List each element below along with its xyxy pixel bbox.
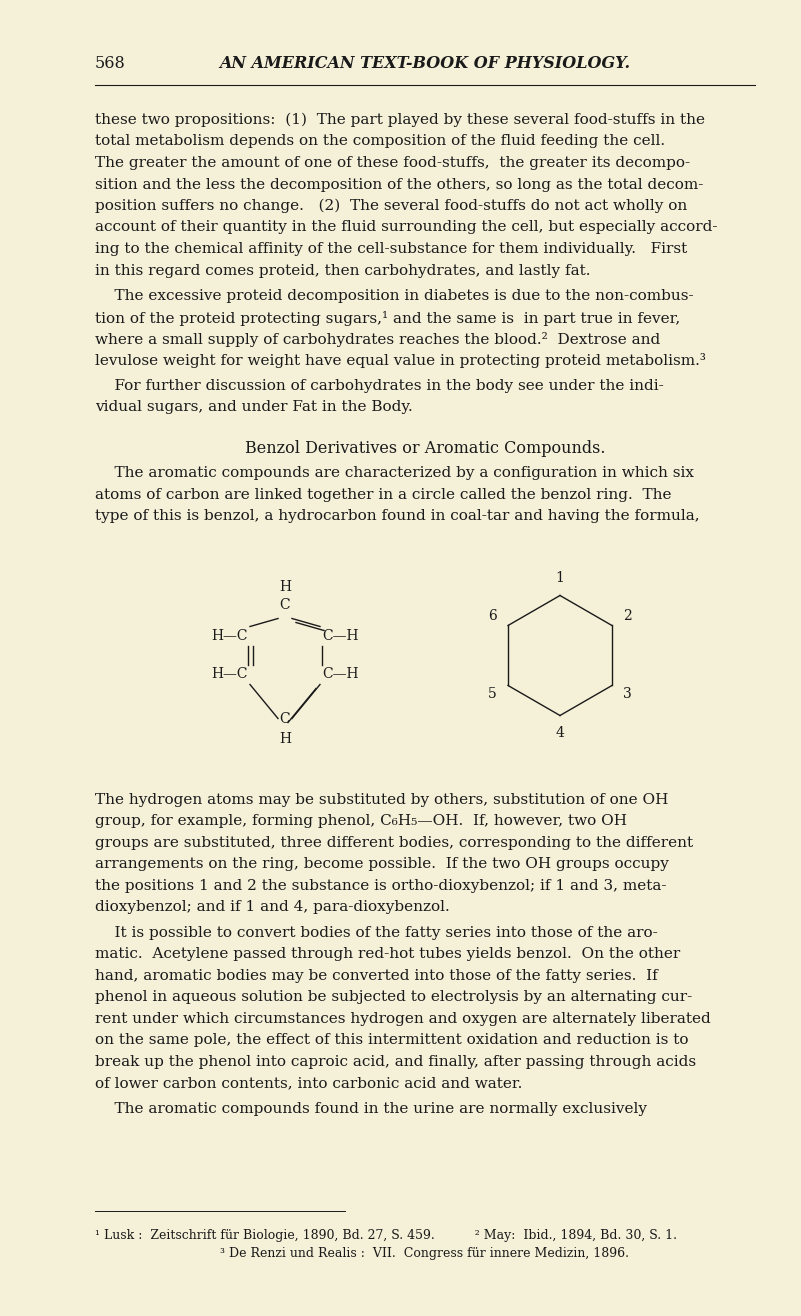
Text: 5: 5	[488, 687, 497, 701]
Text: 3: 3	[623, 687, 632, 701]
Text: tion of the proteid protecting sugars,¹ and the same is  in part true in fever,: tion of the proteid protecting sugars,¹ …	[95, 311, 680, 325]
Text: ¹ Lusk :  Zeitschrift für Biologie, 1890, Bd. 27, S. 459.          ² May:  Ibid.: ¹ Lusk : Zeitschrift für Biologie, 1890,…	[95, 1229, 677, 1242]
Text: C: C	[280, 599, 290, 612]
Text: 1: 1	[556, 571, 565, 584]
Text: The greater the amount of one of these food-stuffs,  the greater its decompo-: The greater the amount of one of these f…	[95, 157, 690, 170]
Text: H—C: H—C	[211, 629, 248, 644]
Text: in this regard comes proteid, then carbohydrates, and lastly fat.: in this regard comes proteid, then carbo…	[95, 263, 590, 278]
Text: the positions 1 and 2 the substance is ortho-dioxybenzol; if 1 and 3, meta-: the positions 1 and 2 the substance is o…	[95, 879, 666, 894]
Text: ing to the chemical affinity of the cell-substance for them individually.   Firs: ing to the chemical affinity of the cell…	[95, 242, 687, 257]
Text: The aromatic compounds found in the urine are normally exclusively: The aromatic compounds found in the urin…	[95, 1101, 647, 1116]
Text: dioxybenzol; and if 1 and 4, para-dioxybenzol.: dioxybenzol; and if 1 and 4, para-dioxyb…	[95, 900, 449, 915]
Text: of lower carbon contents, into carbonic acid and water.: of lower carbon contents, into carbonic …	[95, 1076, 522, 1091]
Text: 568: 568	[95, 55, 126, 72]
Text: vidual sugars, and under Fat in the Body.: vidual sugars, and under Fat in the Body…	[95, 400, 413, 415]
Text: account of their quantity in the fluid surrounding the cell, but especially acco: account of their quantity in the fluid s…	[95, 221, 718, 234]
Text: H: H	[279, 580, 291, 595]
Text: hand, aromatic bodies may be converted into those of the fatty series.  If: hand, aromatic bodies may be converted i…	[95, 969, 658, 983]
Text: where a small supply of carbohydrates reaches the blood.²  Dextrose and: where a small supply of carbohydrates re…	[95, 332, 660, 347]
Text: arrangements on the ring, become possible.  If the two OH groups occupy: arrangements on the ring, become possibl…	[95, 858, 669, 871]
Text: 2: 2	[623, 609, 632, 624]
Text: position suffers no change.   (2)  The several food-stuffs do not act wholly on: position suffers no change. (2) The seve…	[95, 199, 687, 213]
Text: AN AMERICAN TEXT-BOOK OF PHYSIOLOGY.: AN AMERICAN TEXT-BOOK OF PHYSIOLOGY.	[219, 55, 630, 72]
Text: type of this is benzol, a hydrocarbon found in coal-tar and having the formula,: type of this is benzol, a hydrocarbon fo…	[95, 509, 699, 524]
Text: phenol in aqueous solution be subjected to electrolysis by an alternating cur-: phenol in aqueous solution be subjected …	[95, 991, 692, 1004]
Text: groups are substituted, three different bodies, corresponding to the different: groups are substituted, three different …	[95, 836, 693, 850]
Text: matic.  Acetylene passed through red-hot tubes yields benzol.  On the other: matic. Acetylene passed through red-hot …	[95, 948, 680, 962]
Text: It is possible to convert bodies of the fatty series into those of the aro-: It is possible to convert bodies of the …	[95, 926, 658, 940]
Text: these two propositions:  (1)  The part played by these several food-stuffs in th: these two propositions: (1) The part pla…	[95, 113, 705, 128]
Text: total metabolism depends on the composition of the fluid feeding the cell.: total metabolism depends on the composit…	[95, 134, 665, 149]
Text: levulose weight for weight have equal value in protecting proteid metabolism.³: levulose weight for weight have equal va…	[95, 354, 706, 368]
Text: atoms of carbon are linked together in a circle called the benzol ring.  The: atoms of carbon are linked together in a…	[95, 488, 671, 501]
Text: C—H: C—H	[322, 629, 358, 644]
Text: rent under which circumstances hydrogen and oxygen are alternately liberated: rent under which circumstances hydrogen …	[95, 1012, 710, 1026]
Text: H: H	[279, 733, 291, 746]
Text: group, for example, forming phenol, C₆H₅—OH.  If, however, two OH: group, for example, forming phenol, C₆H₅…	[95, 815, 627, 829]
Text: sition and the less the decomposition of the others, so long as the total decom-: sition and the less the decomposition of…	[95, 178, 703, 192]
Text: on the same pole, the effect of this intermittent oxidation and reduction is to: on the same pole, the effect of this int…	[95, 1033, 689, 1048]
Text: 4: 4	[556, 726, 565, 741]
Text: The hydrogen atoms may be substituted by others, substitution of one OH: The hydrogen atoms may be substituted by…	[95, 794, 668, 807]
Text: The excessive proteid decomposition in diabetes is due to the non-combus-: The excessive proteid decomposition in d…	[95, 290, 694, 303]
Text: Benzol Derivatives or Aromatic Compounds.: Benzol Derivatives or Aromatic Compounds…	[245, 440, 606, 457]
Text: break up the phenol into caproic acid, and finally, after passing through acids: break up the phenol into caproic acid, a…	[95, 1055, 696, 1069]
Text: C—H: C—H	[322, 667, 358, 682]
Text: The aromatic compounds are characterized by a configuration in which six: The aromatic compounds are characterized…	[95, 466, 694, 480]
Text: ³ De Renzi und Realis :  VII.  Congress für innere Medizin, 1896.: ³ De Renzi und Realis : VII. Congress fü…	[220, 1248, 630, 1261]
Text: C: C	[280, 712, 290, 726]
Text: 6: 6	[488, 609, 497, 624]
Text: H—C: H—C	[211, 667, 248, 682]
Text: For further discussion of carbohydrates in the body see under the indi-: For further discussion of carbohydrates …	[95, 379, 664, 393]
